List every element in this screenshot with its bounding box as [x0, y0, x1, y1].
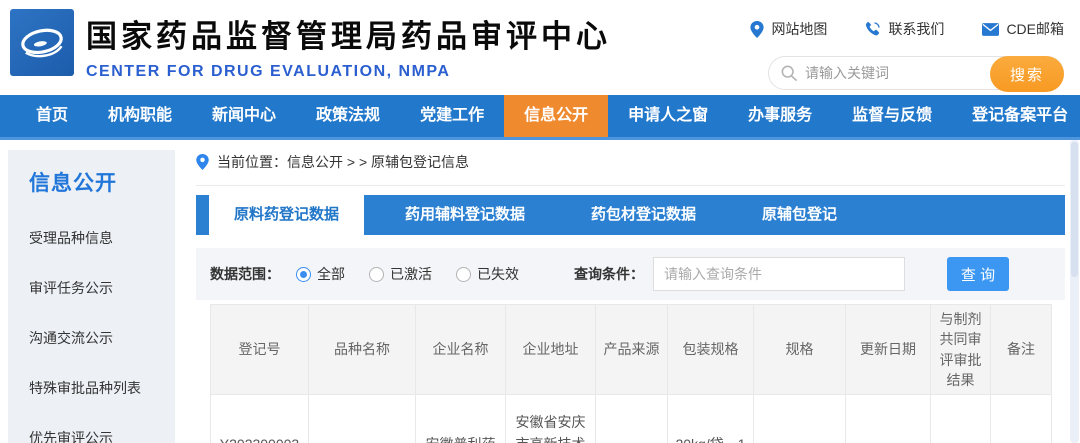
- contact-link-label: 联系我们: [888, 21, 945, 37]
- site-title: 国家药品监督管理局药品审评中心: [86, 19, 611, 54]
- column-header-update-date: 更新日期: [845, 303, 931, 396]
- contact-link[interactable]: 联系我们: [865, 19, 944, 39]
- envelope-icon: [982, 22, 1000, 36]
- nav-item-applicant-window[interactable]: 申请人之窗: [628, 107, 709, 124]
- site-subtitle: CENTER FOR DRUG EVALUATION, NMPA: [86, 63, 451, 80]
- vertical-scrollbar[interactable]: [1070, 140, 1079, 443]
- sidebar: 信息公开 受理品种信息 审评任务公示 沟通交流公示 特殊审批品种列表 优先审评公…: [8, 150, 175, 443]
- cell-variety-name: 钆特醇: [308, 394, 416, 443]
- sidebar-item-accepted-varieties[interactable]: 受理品种信息: [29, 230, 113, 246]
- radio-activated[interactable]: 已激活: [369, 264, 432, 284]
- radio-unselected-icon: [369, 266, 384, 282]
- search-icon: [781, 65, 797, 81]
- query-condition-label: 查询条件：: [574, 266, 644, 282]
- quick-links: 网站地图 联系我们 CDE邮箱: [750, 19, 1064, 39]
- cde-mail-link-label: CDE邮箱: [1006, 21, 1064, 37]
- radio-unselected-icon: [456, 266, 471, 282]
- nav-accent-line: [0, 137, 1080, 140]
- search-button[interactable]: 搜索: [990, 56, 1064, 92]
- main-content: 当前位置：信息公开 > > 原辅包登记信息 原料药登记数据 药用辅料登记数据 药…: [196, 150, 1065, 443]
- query-condition-input[interactable]: [653, 257, 905, 291]
- cell-joint-review-result: A: [930, 394, 991, 443]
- cell-package-spec: 20kg/袋，1袋/桶: [667, 394, 754, 443]
- sidebar-title: 信息公开: [29, 172, 117, 195]
- cde-mail-link[interactable]: CDE邮箱: [982, 19, 1064, 39]
- nav-item-info-disclosure[interactable]: 信息公开: [504, 95, 609, 137]
- cell-company-address: 安徽省安庆市高新技术产业开发区霞虹路58号: [505, 394, 596, 443]
- table-row: Y20230000321 钆特醇 安徽普利药业有限公司 安徽省安庆市高新技术产业…: [210, 394, 1052, 443]
- sitemap-link-label: 网站地图: [771, 21, 828, 37]
- nav-item-home[interactable]: 首页: [36, 107, 69, 124]
- breadcrumb: 当前位置：信息公开 > > 原辅包登记信息: [196, 152, 1065, 186]
- location-pin-icon: [196, 154, 209, 170]
- phone-icon: [866, 21, 881, 36]
- main-nav: 首页 机构职能 新闻中心 政策法规 党建工作 信息公开 申请人之窗 办事服务 监…: [0, 95, 1080, 137]
- table-header-row: 登记号 品种名称 企业名称 企业地址 产品来源 包装规格 规格 更新日期 与制剂…: [210, 303, 1052, 396]
- column-header-company-name: 企业名称: [415, 303, 506, 396]
- tab-packaging-registration-data[interactable]: 药包材登记数据: [591, 206, 697, 223]
- column-header-company-address: 企业地址: [505, 303, 596, 396]
- cell-remarks: [990, 394, 1052, 443]
- sidebar-item-priority-review[interactable]: 优先审评公示: [29, 430, 113, 443]
- sitemap-link[interactable]: 网站地图: [750, 19, 827, 39]
- column-header-package-spec: 包装规格: [667, 303, 754, 396]
- nav-item-services[interactable]: 办事服务: [748, 107, 813, 124]
- cell-registration-no: Y20230000321: [210, 394, 309, 443]
- sidebar-item-special-approval[interactable]: 特殊审批品种列表: [29, 380, 141, 396]
- registration-table: 登记号 品种名称 企业名称 企业地址 产品来源 包装规格 规格 更新日期 与制剂…: [210, 303, 1052, 443]
- column-header-registration-no: 登记号: [210, 303, 309, 396]
- sidebar-item-communication[interactable]: 沟通交流公示: [29, 330, 113, 346]
- cell-company-name: 安徽普利药业有限公司: [415, 394, 506, 443]
- tab-excipient-registration-data[interactable]: 药用辅料登记数据: [405, 206, 526, 223]
- breadcrumb-text: 当前位置：信息公开 > > 原辅包登记信息: [217, 154, 470, 170]
- filter-bar: 数据范围： 全部 已激活 已失效 查询条件： 查 询: [196, 248, 1065, 300]
- column-header-spec: 规格: [753, 303, 846, 396]
- column-header-joint-review-result: 与制剂共同审评审批结果: [930, 303, 991, 396]
- swan-logo-icon: [21, 28, 63, 57]
- site-header: 国家药品监督管理局药品审评中心 CENTER FOR DRUG EVALUATI…: [0, 0, 1080, 95]
- radio-activated-label: 已激活: [390, 266, 432, 282]
- nav-item-functions[interactable]: 机构职能: [108, 107, 173, 124]
- cell-update-date: 2024-09-30: [845, 394, 931, 443]
- data-scope-label: 数据范围：: [210, 266, 280, 282]
- tab-strip: 原料药登记数据 药用辅料登记数据 药包材登记数据 原辅包登记: [196, 195, 1065, 235]
- nav-item-policies[interactable]: 政策法规: [316, 107, 381, 124]
- nav-item-news[interactable]: 新闻中心: [212, 107, 277, 124]
- radio-all-label: 全部: [317, 266, 345, 282]
- query-button[interactable]: 查 询: [947, 257, 1009, 291]
- radio-expired[interactable]: 已失效: [456, 264, 519, 284]
- radio-all[interactable]: 全部: [296, 264, 345, 284]
- data-scope-radio-group: 全部 已激活 已失效: [296, 264, 519, 284]
- cell-spec: [753, 394, 846, 443]
- location-pin-icon: [750, 20, 765, 38]
- site-search: 搜索: [768, 56, 1064, 92]
- column-header-product-source: 产品来源: [595, 303, 668, 396]
- scrollbar-thumb[interactable]: [1071, 142, 1078, 277]
- tab-api-registration-data[interactable]: 原料药登记数据: [209, 195, 365, 235]
- tab-raw-aux-pack-registration[interactable]: 原辅包登记: [762, 206, 838, 223]
- radio-selected-icon: [296, 266, 311, 282]
- cde-logo[interactable]: [10, 9, 74, 76]
- nav-item-party[interactable]: 党建工作: [420, 107, 485, 124]
- radio-expired-label: 已失效: [477, 266, 519, 282]
- column-header-remarks: 备注: [990, 303, 1052, 396]
- nav-item-registration-platform[interactable]: 登记备案平台: [972, 107, 1069, 124]
- column-header-variety-name: 品种名称: [308, 303, 416, 396]
- sidebar-item-review-tasks[interactable]: 审评任务公示: [29, 280, 113, 296]
- cell-product-source: 境内生产: [595, 394, 668, 443]
- brand-block: 国家药品监督管理局药品审评中心 CENTER FOR DRUG EVALUATI…: [86, 11, 611, 81]
- nav-item-supervision[interactable]: 监督与反馈: [852, 107, 933, 124]
